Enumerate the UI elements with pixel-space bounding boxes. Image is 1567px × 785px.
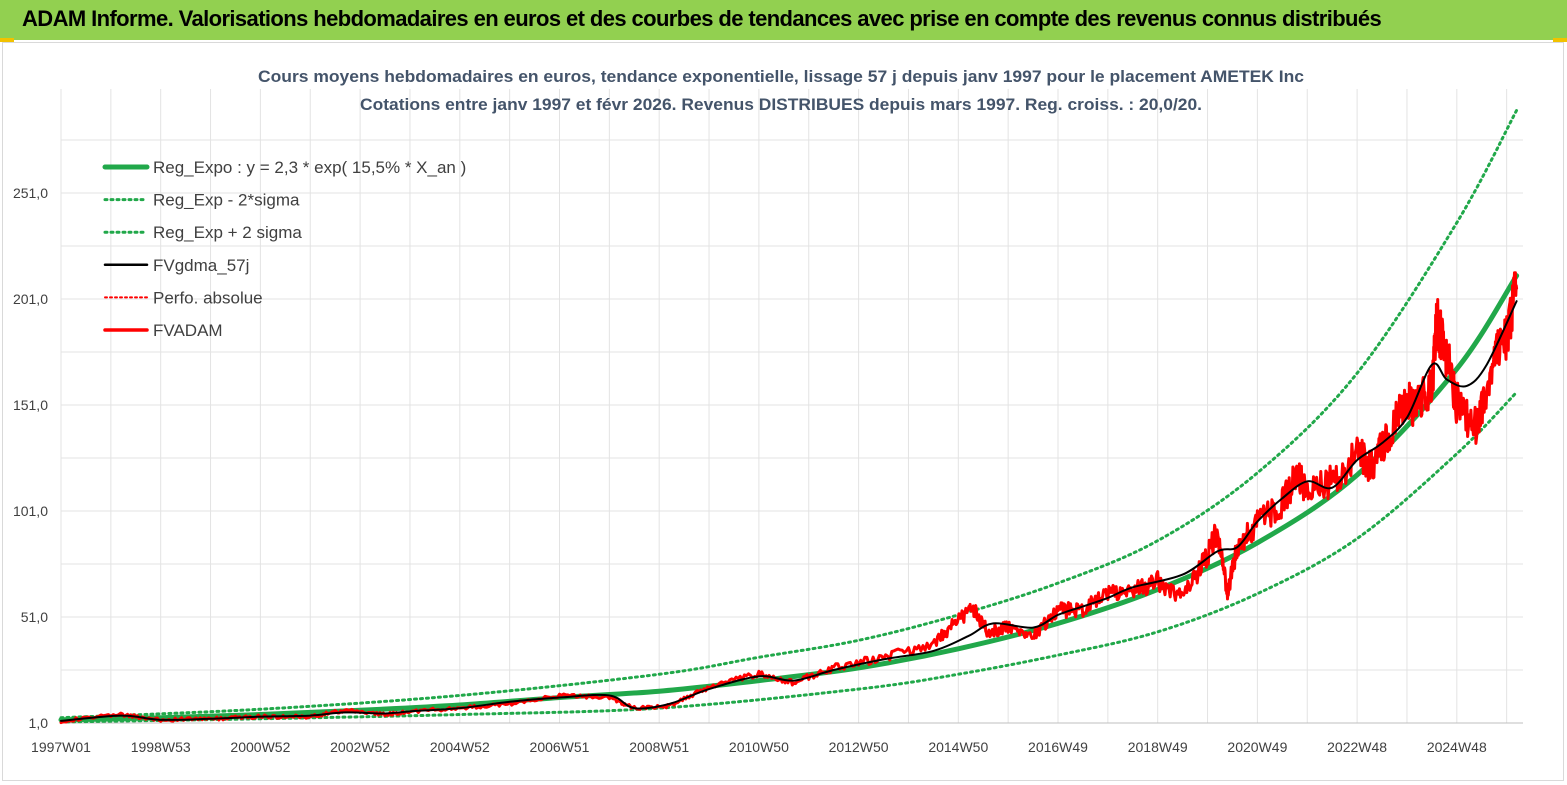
banner-corner-left <box>0 38 14 42</box>
y-tick-label: 151,0 <box>13 397 48 413</box>
series-perfo-absolue <box>60 271 1518 724</box>
x-tick-label: 2002W52 <box>330 739 390 755</box>
series-layer <box>58 108 1520 725</box>
banner-corner-right <box>1553 38 1567 42</box>
x-tick-label: 1998W53 <box>131 739 191 755</box>
y-tick-label: 51,0 <box>21 609 48 625</box>
legend-label: FVgdma_57j <box>153 256 249 275</box>
x-tick-label: 2016W49 <box>1028 739 1088 755</box>
x-tick-label: 2018W49 <box>1128 739 1188 755</box>
series-fvgdma-57j <box>60 300 1518 722</box>
chart-legend: Reg_Expo : y = 2,3 * exp( 15,5% * X_an )… <box>102 158 466 340</box>
x-tick-label: 2010W50 <box>729 739 789 755</box>
legend-label: FVADAM <box>153 321 223 340</box>
y-tick-label: 1,0 <box>29 715 49 731</box>
x-tick-label: 2022W48 <box>1327 739 1387 755</box>
legend-label: Reg_Exp - 2*sigma <box>153 191 300 210</box>
x-tick-label: 2006W51 <box>530 739 590 755</box>
y-tick-label: 101,0 <box>13 503 48 519</box>
x-tick-label: 1997W01 <box>31 739 91 755</box>
chart-panel: 1,0 51,0 101,0 151,0 201,0 251,0 1997W01 1998W… <box>2 42 1564 781</box>
chart-title: Cours moyens hebdomadaires en euros, ten… <box>258 68 1304 86</box>
series-reg-exp-minus-2sigma <box>59 390 1519 724</box>
x-tick-label: 2020W49 <box>1227 739 1287 755</box>
grid-lines <box>60 89 1523 724</box>
x-tick-label: 2004W52 <box>430 739 490 755</box>
x-axis-labels: 1997W01 1998W53 2000W52 2002W52 2004W52 2006W… <box>31 739 1487 755</box>
legend-label: Reg_Exp + 2 sigma <box>153 223 302 242</box>
series-fvadam <box>59 271 1519 725</box>
y-axis-labels: 1,0 51,0 101,0 151,0 201,0 251,0 <box>13 185 48 731</box>
legend-label: Perfo. absolue <box>153 288 263 307</box>
x-tick-label: 2024W48 <box>1427 739 1487 755</box>
legend-label: Reg_Expo : y = 2,3 * exp( 15,5% * X_an ) <box>153 158 466 177</box>
chart-subtitle: Cotations entre janv 1997 et févr 2026. … <box>360 96 1202 114</box>
x-tick-label: 2012W50 <box>829 739 889 755</box>
y-tick-label: 201,0 <box>13 291 48 307</box>
x-tick-label: 2008W51 <box>629 739 689 755</box>
series-reg-exp-plus-2sigma <box>59 108 1519 720</box>
report-title: ADAM Informe. Valorisations hebdomadaire… <box>22 6 1382 31</box>
report-banner: ADAM Informe. Valorisations hebdomadaire… <box>0 0 1567 40</box>
x-tick-label: 2000W52 <box>230 739 290 755</box>
line-chart: 1,0 51,0 101,0 151,0 201,0 251,0 1997W01 1998W… <box>13 68 1523 755</box>
y-tick-label: 251,0 <box>13 185 48 201</box>
x-tick-label: 2014W50 <box>928 739 988 755</box>
